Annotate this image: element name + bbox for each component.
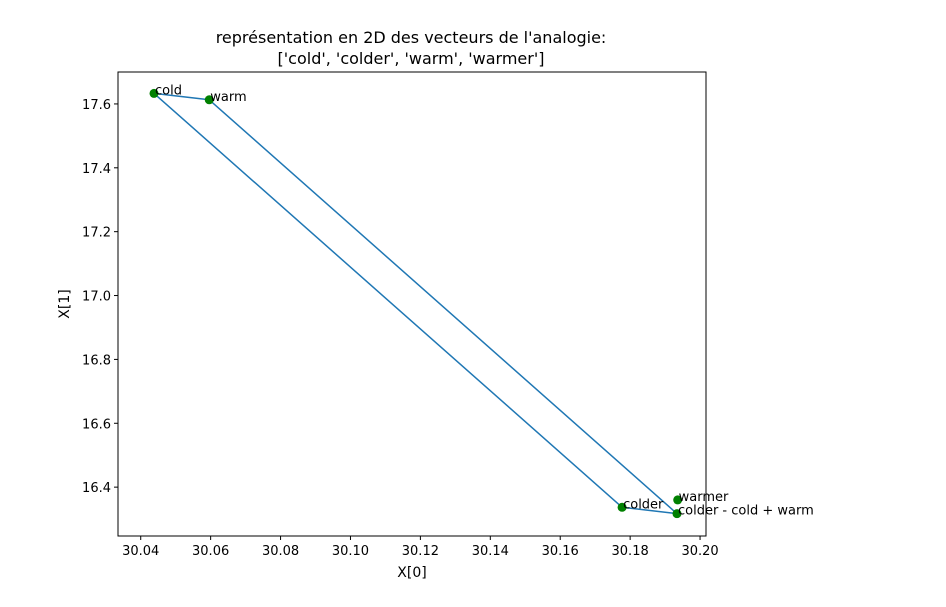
data-point bbox=[204, 95, 214, 105]
x-tick-label: 30.16 bbox=[542, 544, 579, 559]
y-tick-label: 17.6 bbox=[82, 98, 111, 113]
data-point bbox=[617, 502, 627, 512]
point-label: cold bbox=[155, 83, 182, 98]
x-tick-label: 30.12 bbox=[402, 544, 439, 559]
data-point bbox=[673, 495, 683, 505]
y-tick-label: 17.0 bbox=[82, 290, 111, 305]
point-label: colder - cold + warm bbox=[678, 504, 814, 519]
data-point bbox=[672, 509, 682, 519]
y-tick-label: 16.8 bbox=[82, 353, 111, 368]
x-axis: 30.04 30.06 30.08 30.10 30.12 30.14 30.16 30.18… bbox=[122, 536, 719, 559]
series-line bbox=[153, 92, 678, 515]
y-tick-label: 16.6 bbox=[82, 417, 111, 432]
x-tick-label: 30.14 bbox=[472, 544, 509, 559]
x-tick-label: 30.06 bbox=[192, 544, 229, 559]
y-tick-label: 17.2 bbox=[82, 226, 111, 241]
y-tick-label: 17.4 bbox=[82, 162, 111, 177]
axes-frame bbox=[117, 71, 707, 537]
x-tick-label: 30.08 bbox=[262, 544, 299, 559]
data-point bbox=[149, 88, 159, 98]
y-axis: 16.4 16.6 16.8 17.0 17.2 17.4 17.6 bbox=[82, 98, 118, 496]
chart-title-line1: représentation en 2D des vecteurs de l'a… bbox=[216, 28, 607, 47]
x-tick-label: 30.04 bbox=[122, 544, 159, 559]
x-tick-label: 30.18 bbox=[612, 544, 649, 559]
point-label: warmer bbox=[679, 490, 729, 505]
chart-title-line2: ['cold', 'colder', 'warm', 'warmer'] bbox=[278, 49, 545, 68]
x-tick-label: 30.10 bbox=[332, 544, 369, 559]
x-tick-label: 30.20 bbox=[681, 544, 718, 559]
y-tick-label: 16.4 bbox=[82, 481, 111, 496]
point-label: colder bbox=[623, 497, 664, 512]
y-axis-label: X[1] bbox=[57, 289, 73, 318]
point-label: warm bbox=[210, 90, 246, 105]
x-axis-label: X[0] bbox=[397, 565, 426, 581]
